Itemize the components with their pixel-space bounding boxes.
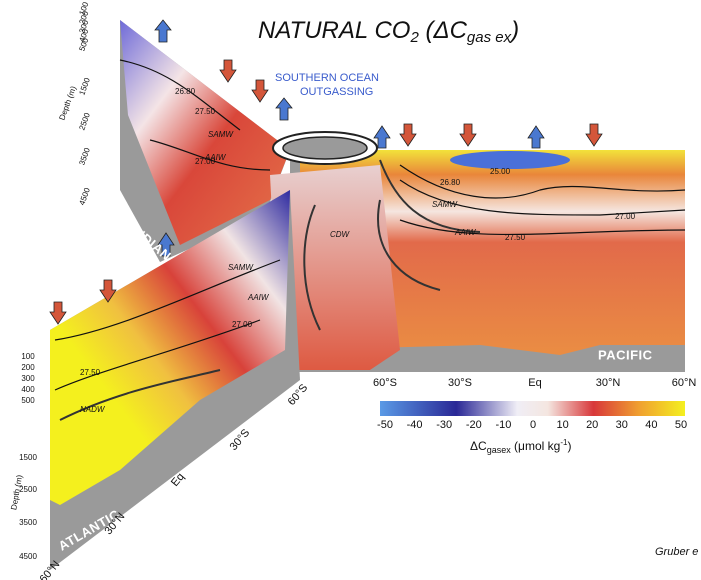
contour-label: 27.00 [232, 320, 253, 329]
depth-tick: 300 [21, 374, 35, 383]
water-mass-label: CDW [330, 230, 351, 239]
contour-label: 27.00 [615, 212, 636, 221]
contour-label: 27.00 [195, 157, 216, 166]
antarctica [283, 137, 367, 159]
contour-label: 27.50 [80, 368, 101, 377]
water-mass-label: SAMW [208, 130, 234, 139]
depth-tick: 200 [21, 363, 35, 372]
depth-tick: 4500 [77, 186, 92, 206]
latitude-label: 30°N [596, 377, 621, 389]
uptake-arrow [220, 60, 236, 82]
uptake-arrow [460, 124, 476, 146]
latitude-label: Eq [528, 377, 541, 389]
colorbar-tick: -10 [495, 419, 511, 431]
uptake-arrow [50, 302, 66, 324]
colorbar-tick: -30 [436, 419, 452, 431]
contour-label: 25.00 [490, 167, 511, 176]
depth-tick: 3500 [77, 146, 92, 166]
colorbar-tick: -20 [466, 419, 482, 431]
annotation: SOUTHERN OCEAN [275, 72, 379, 84]
colorbar-tick: 50 [675, 419, 687, 431]
depth-tick: 2500 [77, 111, 92, 131]
depth-tick: 400 [21, 385, 35, 394]
water-mass-label: SAMW [432, 200, 458, 209]
colorbar-tick: 0 [530, 419, 536, 431]
contour-label: 27.50 [195, 107, 216, 116]
annotation: OUTGASSING [300, 86, 373, 98]
uptake-arrow [400, 124, 416, 146]
depth-title: Depth (m) [57, 85, 78, 122]
colorbar-tick: -50 [377, 419, 393, 431]
depth-tick: 1500 [19, 453, 37, 462]
colorbar-tick: -40 [407, 419, 423, 431]
contour-label: 26.80 [440, 178, 461, 187]
water-mass-label: AAIW [454, 228, 477, 237]
water-mass-label: NADW [80, 405, 106, 414]
title: NATURAL CO2 (ΔCgas ex) [258, 17, 519, 46]
colorbar-tick: 10 [556, 419, 568, 431]
outgassing-arrow [155, 20, 171, 42]
colorbar-tick: 40 [645, 419, 657, 431]
water-mass-label: SAMW [228, 263, 254, 272]
latitude-label: 60°S [373, 377, 397, 389]
colorbar-label: ΔCgasex (μmol kg-1) [470, 438, 571, 455]
contour-label: 27.50 [505, 233, 526, 242]
colorbar-tick: 20 [586, 419, 598, 431]
contour-label: 26.80 [175, 87, 196, 96]
uptake-arrow [252, 80, 268, 102]
figure: NATURAL CO2 (ΔCgas ex) SOUTHERN OCEAN OU… [0, 0, 701, 580]
latitude-label: 30°S [448, 377, 472, 389]
depth-tick: 4500 [19, 552, 37, 561]
depth-tick: 500 [21, 396, 35, 405]
water-mass-label: AAIW [247, 293, 270, 302]
credit: Gruber e [655, 546, 698, 558]
depth-tick: 1500 [77, 76, 92, 96]
depth-tick: 100 [21, 352, 35, 361]
uptake-arrow [586, 124, 602, 146]
latitude-label: 60°N [672, 377, 697, 389]
outgassing-arrow [528, 126, 544, 148]
depth-tick: 3500 [19, 518, 37, 527]
basin-label: PACIFIC [598, 347, 653, 362]
colorbar-tick: 30 [616, 419, 628, 431]
colorbar [380, 401, 685, 416]
outgassing-arrow [276, 98, 292, 120]
